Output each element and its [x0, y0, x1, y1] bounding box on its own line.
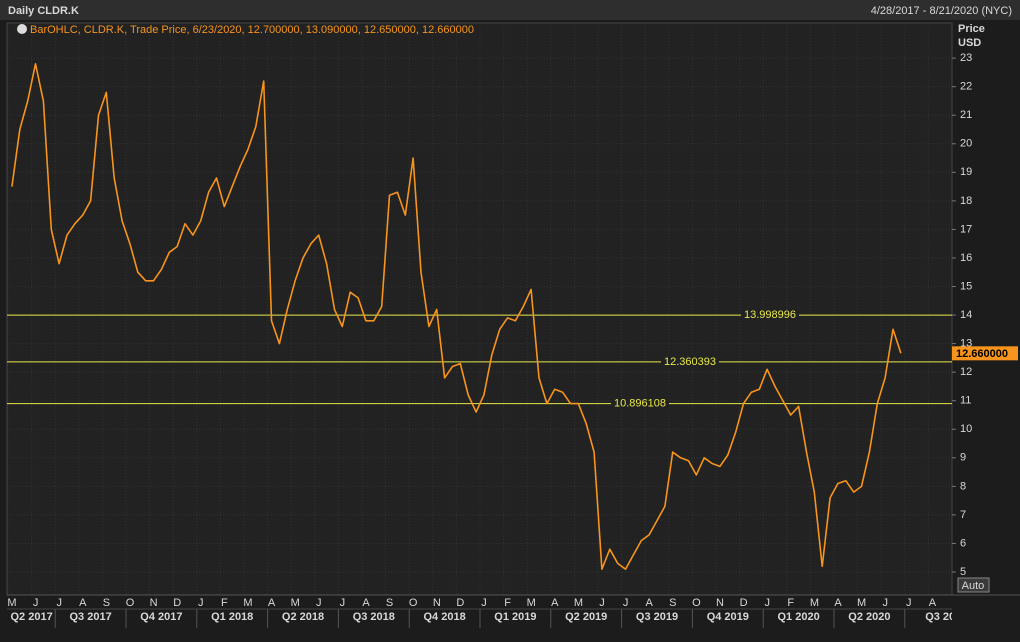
chart-title: Daily CLDR.K [8, 5, 79, 17]
x-tick-label: J [340, 597, 346, 609]
y-tick-label: 21 [960, 109, 972, 121]
x-tick-label: F [221, 597, 228, 609]
x-tick-label: J [764, 597, 770, 609]
y-tick-label: 6 [960, 537, 966, 549]
x-tick-label: F [504, 597, 511, 609]
auto-button[interactable] [957, 577, 990, 593]
horizontal-line-label: 13.998996 [744, 309, 796, 321]
x-tick-label: F [787, 597, 794, 609]
y-tick-label: 5 [960, 566, 966, 578]
y-tick-label: 20 [960, 138, 972, 150]
x-tick-label: M [243, 597, 252, 609]
quarter-label: Q2 2020 [848, 611, 890, 623]
x-tick-label: O [692, 597, 701, 609]
x-tick-label: J [56, 597, 62, 609]
x-tick-label: J [623, 597, 629, 609]
quarter-label: Q3 2017 [69, 611, 111, 623]
x-tick-label: A [834, 597, 842, 609]
date-range: 4/28/2017 - 8/21/2020 (NYC) [871, 5, 1012, 17]
x-tick-label: M [527, 597, 536, 609]
x-tick-label: J [33, 597, 39, 609]
x-tick-label: S [669, 597, 676, 609]
x-tick-label: S [103, 597, 110, 609]
x-tick-label: M [574, 597, 583, 609]
x-tick-label: D [740, 597, 748, 609]
quarter-axis: Q2 2017 Q3 2017 Q4 2017 Q1 2018 Q2 2018 Q3 20… [10, 609, 955, 628]
x-tick-label: J [882, 597, 888, 609]
x-tick-label: N [716, 597, 724, 609]
x-tick-label: J [481, 597, 487, 609]
y-axis-unit: USD [958, 37, 981, 49]
quarter-label: Q4 2019 [707, 611, 749, 623]
y-tick-label: 15 [960, 280, 972, 292]
horizontal-line-label-bg [661, 355, 719, 368]
y-tick-label: 18 [960, 195, 972, 207]
horizontal-line-label: 10.896108 [614, 398, 666, 410]
quarter-label: Q3 20 [925, 611, 955, 623]
x-tick-label: O [126, 597, 135, 609]
x-tick-label: S [386, 597, 393, 609]
x-tick-label: J [599, 597, 605, 609]
x-tick-label: N [433, 597, 441, 609]
x-tick-label: A [79, 597, 87, 609]
quarter-label: Q1 2019 [494, 611, 536, 623]
y-tick-label: 9 [960, 452, 966, 464]
y-tick-label: 14 [960, 309, 972, 321]
x-tick-label: A [929, 597, 937, 609]
quarter-label: Q3 2018 [353, 611, 395, 623]
quarter-label: Q2 2018 [282, 611, 324, 623]
y-axis-label: Price [958, 23, 985, 35]
y-tick-label: 16 [960, 252, 972, 264]
y-tick-label: 12 [960, 366, 972, 378]
legend-icon [17, 24, 27, 34]
x-tick-label: M [7, 597, 16, 609]
quarter-label: Q1 2020 [777, 611, 819, 623]
last-price-label: 12.660000 [956, 348, 1008, 360]
x-tick-label: D [456, 597, 464, 609]
quarter-label: Q1 2018 [211, 611, 253, 623]
y-tick-label: 19 [960, 166, 972, 178]
y-tick-label: 11 [960, 395, 971, 407]
x-tick-label: J [316, 597, 322, 609]
y-tick-label: 23 [960, 52, 972, 64]
quarter-label: Q2 2019 [565, 611, 607, 623]
x-tick-label: A [362, 597, 370, 609]
x-tick-label: N [150, 597, 158, 609]
x-tick-label: A [551, 597, 559, 609]
x-tick-label: M [291, 597, 300, 609]
x-tick-label: D [173, 597, 181, 609]
x-tick-label: M [857, 597, 866, 609]
quarter-label: Q3 2019 [636, 611, 678, 623]
last-price-box [952, 346, 1018, 361]
y-tick-label: 17 [960, 223, 972, 235]
header-bar [0, 0, 1020, 20]
quarter-label: Q2 2017 [10, 611, 52, 623]
y-tick-label: 8 [960, 480, 966, 492]
auto-button-label[interactable]: Auto [962, 580, 985, 592]
x-tick-label: O [409, 597, 418, 609]
price-line [11, 63, 902, 570]
x-tick-label: J [906, 597, 912, 609]
legend: BarOHLC, CLDR.K, Trade Price, 6/23/2020,… [30, 24, 474, 36]
quarter-label: Q4 2018 [423, 611, 465, 623]
y-tick-label: 7 [960, 509, 966, 521]
quarter-label: Q4 2017 [140, 611, 182, 623]
x-tick-label: J [198, 597, 204, 609]
y-tick-label: 22 [960, 81, 972, 93]
x-tick-label: A [268, 597, 276, 609]
horizontal-line-label: 12.360393 [664, 356, 716, 368]
horizontal-line-label-bg [611, 397, 669, 410]
x-tick-label: M [810, 597, 819, 609]
horizontal-line-label-bg [741, 309, 799, 322]
y-tick-label: 10 [960, 423, 972, 435]
x-tick-label: A [646, 597, 654, 609]
